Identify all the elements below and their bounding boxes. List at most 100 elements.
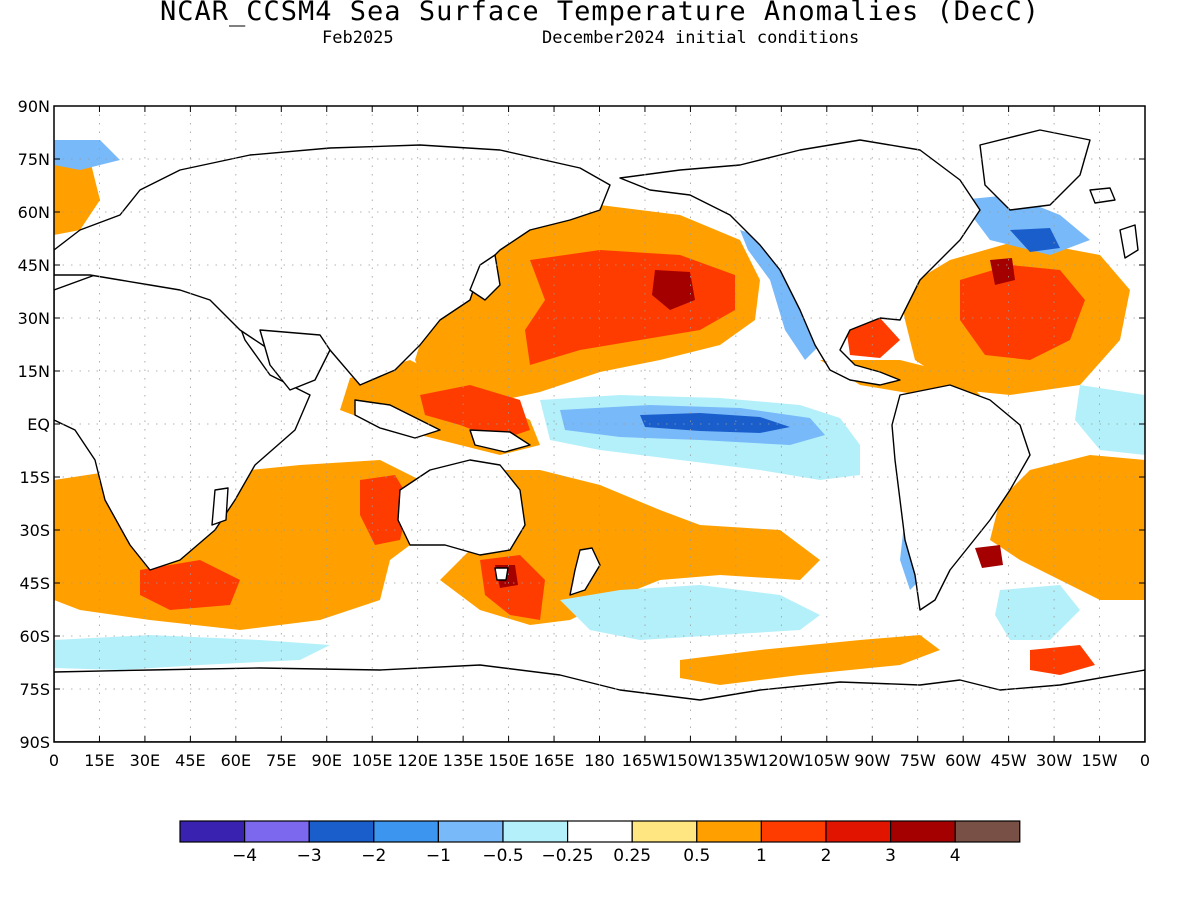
- lon-tick-label: 150E: [488, 751, 529, 770]
- lon-tick-label: 60E: [221, 751, 251, 770]
- longitude-labels: 0 15E 30E 45E 60E 75E 90E 105E 120E 135E 150E 165E 1…: [49, 751, 1150, 770]
- labrador-cool-core: [1010, 228, 1060, 252]
- southern-ocean-west-cool-band: [54, 635, 330, 670]
- new-guinea: [469, 429, 531, 453]
- colorbar-label: −2: [361, 846, 386, 866]
- japan-islands: [469, 254, 501, 301]
- lon-tick-label: 75W: [900, 751, 936, 770]
- lon-tick-label: 75E: [266, 751, 296, 770]
- labrador-cool-region: [960, 195, 1090, 255]
- southern-ocean-warm-streak: [680, 635, 940, 685]
- lat-tick-label: 60S: [19, 627, 50, 646]
- equatorial-cool-core: [640, 413, 790, 433]
- lon-tick-label: 15W: [1081, 751, 1117, 770]
- lat-tick-label: 15S: [19, 468, 50, 487]
- madagascar: [211, 487, 229, 526]
- lat-tick-label: 90N: [18, 97, 50, 116]
- colorbar: [179, 820, 1021, 843]
- new-zealand: [569, 547, 601, 596]
- lat-tick-label: 30S: [19, 521, 50, 540]
- lon-tick-label: 45E: [175, 751, 205, 770]
- map-gridlines: [54, 106, 1145, 742]
- california-coast-cool-strip: [740, 230, 820, 360]
- colorbar-swatch: [502, 820, 569, 843]
- colorbar-label: −3: [297, 846, 322, 866]
- lon-tick-label: 180: [584, 751, 615, 770]
- north-atlantic-extreme-core: [990, 258, 1015, 285]
- southern-ocean-cool-band: [560, 585, 820, 640]
- colorbar-swatch: [179, 820, 246, 843]
- south-atlantic-warm-region: [990, 455, 1145, 600]
- lon-tick-label: 45W: [991, 751, 1027, 770]
- lon-tick-label: 165E: [534, 751, 575, 770]
- anomaly-field: [54, 106, 1145, 742]
- lon-tick-label: 60W: [945, 751, 981, 770]
- colorbar-label: 2: [821, 846, 832, 866]
- colorbar-label: −1: [426, 846, 451, 866]
- colorbar-swatch: [566, 820, 633, 843]
- lon-tick-label: 150W: [667, 751, 714, 770]
- map-frame-ticks: [53, 105, 1146, 743]
- maritime-continent-warm-core: [420, 385, 530, 440]
- colorbar-swatch: [889, 820, 956, 843]
- lon-tick-label: 30E: [130, 751, 160, 770]
- india-subcontinent: [259, 329, 331, 391]
- lat-tick-label: EQ: [27, 415, 50, 434]
- lat-tick-label: 15N: [18, 362, 50, 381]
- lon-tick-label: 15E: [84, 751, 114, 770]
- iceland: [1089, 187, 1116, 204]
- valid-month-label: Feb2025: [322, 28, 394, 48]
- colorbar-label: 1: [756, 846, 767, 866]
- lon-tick-label: 90W: [854, 751, 890, 770]
- south-atlantic-extreme-core: [975, 545, 1003, 568]
- north-america-landmass: [619, 139, 981, 386]
- colorbar-swatch: [954, 820, 1021, 843]
- colorbar-swatch: [760, 820, 827, 843]
- lon-tick-label: 0: [1140, 751, 1150, 770]
- colorbar-labels: −4 −3 −2 −1 −0.5 −0.25 0.25 0.5 1 2 3 4: [232, 846, 961, 866]
- colorbar-swatch: [373, 820, 439, 843]
- colorbar-label: 4: [950, 846, 961, 866]
- colorbar-label: 0.5: [683, 846, 710, 866]
- lon-tick-label: 90E: [312, 751, 342, 770]
- lat-tick-label: 30N: [18, 309, 50, 328]
- greenland: [979, 129, 1091, 211]
- barents-cool-region: [54, 140, 120, 170]
- lat-tick-label: 45N: [18, 256, 50, 275]
- uk-ireland: [1119, 224, 1139, 259]
- lon-tick-label: 120W: [758, 751, 805, 770]
- east-atlantic-cool-region: [1075, 385, 1145, 455]
- colorbar-label: −4: [232, 846, 257, 866]
- chart-title: NCAR_CCSM4 Sea Surface Temperature Anoma…: [159, 0, 1041, 27]
- latitude-labels: 90N 75N 60N 45N 30N 15N EQ 15S 30S 45S 60S 75S 90S: [18, 97, 50, 752]
- australia-landmass: [397, 459, 526, 556]
- tasmania: [494, 567, 509, 581]
- colorbar-swatch: [244, 820, 310, 843]
- colorbar-label: −0.25: [542, 846, 594, 866]
- gulf-of-mexico-warm-core: [845, 318, 900, 358]
- indonesia-islands: [354, 399, 441, 439]
- south-atlantic-warm-core: [1030, 645, 1095, 675]
- colorbar-swatch: [308, 820, 375, 843]
- strong-cool-layer: [640, 228, 1060, 433]
- lat-tick-label: 45S: [19, 574, 50, 593]
- colorbar-label: 3: [885, 846, 896, 866]
- colorbar-label: −0.5: [482, 846, 523, 866]
- colorbar-swatch: [825, 820, 892, 843]
- init-conditions-label: December2024 initial conditions: [542, 28, 860, 48]
- west-australia-warm-core: [360, 475, 410, 545]
- south-indian-warm-core: [140, 560, 240, 610]
- lat-tick-label: 75N: [18, 150, 50, 169]
- south-america-landmass: [891, 384, 1031, 611]
- drake-passage-cool-region: [995, 585, 1080, 640]
- lon-tick-label: 135W: [713, 751, 760, 770]
- lat-tick-label: 75S: [19, 680, 50, 699]
- nordic-seas-warm-region: [54, 160, 100, 235]
- lon-tick-label: 165W: [622, 751, 669, 770]
- lon-tick-label: 30W: [1036, 751, 1072, 770]
- colorbar-swatch: [437, 820, 504, 843]
- colorbar-swatch: [696, 820, 762, 843]
- lon-tick-label: 105W: [804, 751, 851, 770]
- colorbar-swatch: [631, 820, 698, 843]
